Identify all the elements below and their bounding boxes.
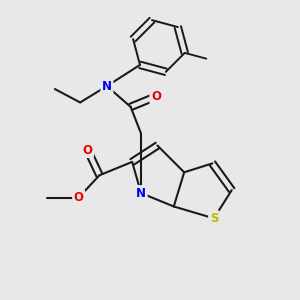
Text: N: N (102, 80, 112, 93)
Text: O: O (82, 143, 93, 157)
Text: O: O (151, 90, 161, 103)
Text: O: O (74, 191, 84, 204)
Text: S: S (210, 212, 218, 225)
Text: N: N (136, 187, 146, 200)
